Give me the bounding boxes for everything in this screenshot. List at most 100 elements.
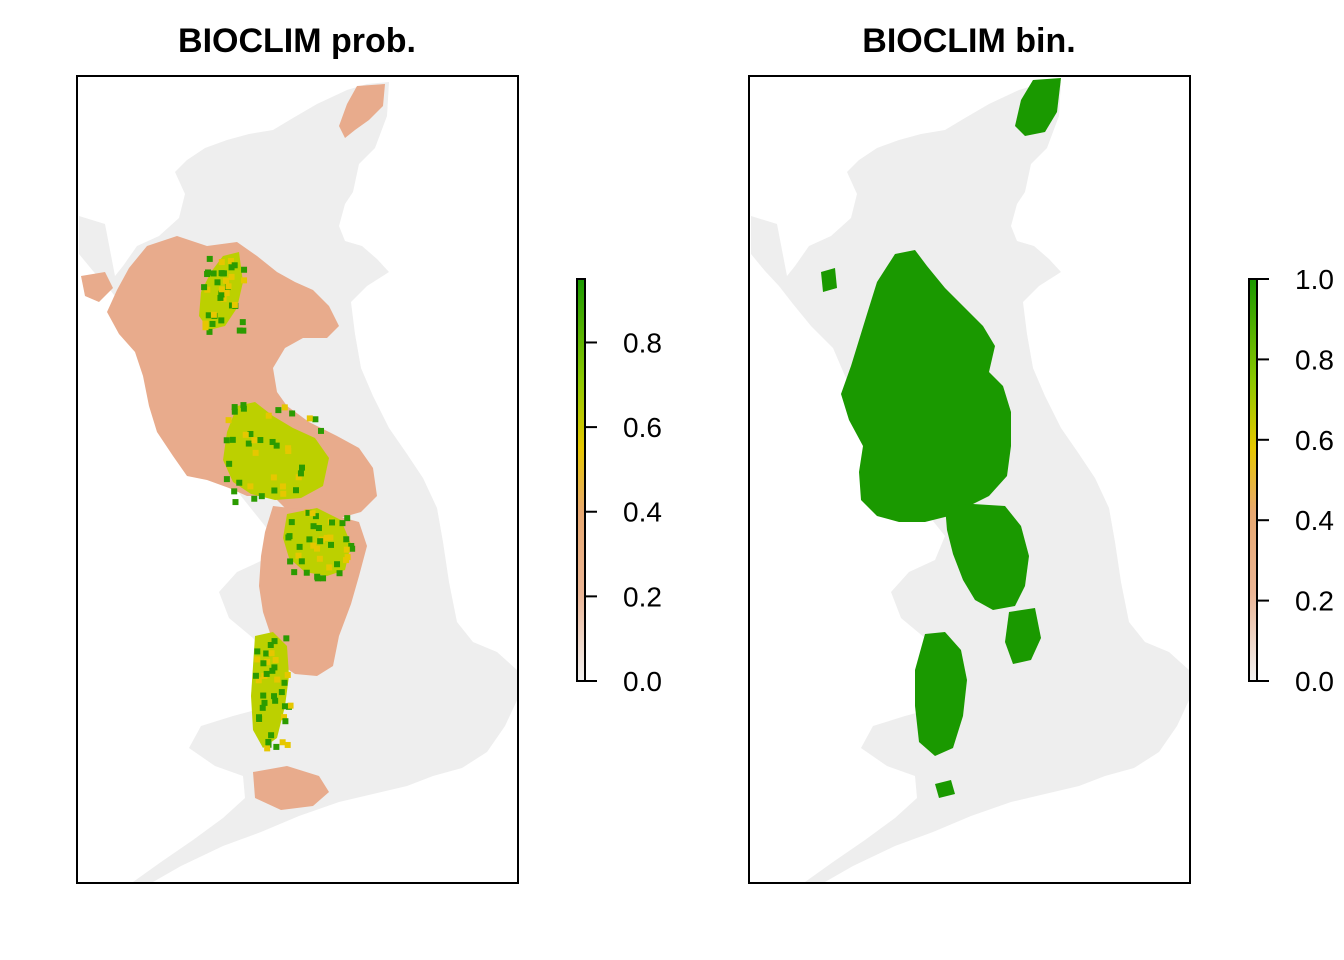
raster-cell xyxy=(252,672,259,679)
raster-cell xyxy=(326,564,333,571)
raster-cell xyxy=(327,534,334,541)
raster-cell xyxy=(271,664,278,671)
raster-cell xyxy=(256,714,263,721)
legend-tick-label: 0.4 xyxy=(1295,505,1334,536)
raster-cell xyxy=(261,699,268,706)
raster-cell xyxy=(247,483,254,490)
raster-cell xyxy=(285,534,292,541)
raster-cell xyxy=(298,464,305,471)
raster-cell xyxy=(232,499,239,506)
raster-cell xyxy=(271,487,278,494)
raster-cell xyxy=(272,697,279,704)
raster-cell xyxy=(281,404,288,411)
raster-cell xyxy=(231,408,238,415)
raster-cell xyxy=(254,648,261,655)
presence-area xyxy=(1005,608,1041,664)
legend-tick-label: 0.4 xyxy=(623,497,662,528)
legend-tick-label: 0.0 xyxy=(1295,666,1334,697)
raster-cell xyxy=(251,437,258,444)
raster-cell xyxy=(231,262,238,269)
presence-area xyxy=(1015,78,1061,136)
raster-cell xyxy=(231,488,238,495)
legend-tick-label: 0.6 xyxy=(1295,425,1334,456)
raster-cell xyxy=(315,525,322,532)
raster-cell xyxy=(339,520,346,527)
color-legend: 0.0 0.2 0.4 0.6 0.8 xyxy=(576,278,662,697)
raster-cell xyxy=(260,692,267,699)
raster-cell xyxy=(218,317,225,324)
raster-cell xyxy=(291,569,298,576)
raster-cell xyxy=(205,312,212,319)
raster-cell xyxy=(274,676,281,683)
legend-tick-label: 0.6 xyxy=(623,412,662,443)
raster-cell xyxy=(206,255,213,262)
raster-cell xyxy=(239,319,246,326)
raster-cell xyxy=(320,575,327,582)
raster-cell xyxy=(202,320,209,327)
raster-cell xyxy=(223,437,230,444)
legend-tick-label: 0.2 xyxy=(623,581,662,612)
raster-cell xyxy=(260,660,267,667)
raster-cell xyxy=(334,561,341,568)
raster-cell xyxy=(310,542,317,549)
raster-cell xyxy=(328,541,335,548)
raster-cell xyxy=(314,575,321,582)
raster-cell xyxy=(329,519,336,526)
legend-bar xyxy=(1248,278,1258,682)
raster-cell xyxy=(204,286,211,293)
legend-tick-label: 0.0 xyxy=(623,666,662,697)
raster-cell xyxy=(316,555,323,562)
raster-cell xyxy=(245,440,252,447)
presence-area xyxy=(841,250,1011,522)
raster-cell xyxy=(344,515,351,522)
raster-cell xyxy=(229,436,236,443)
raster-cell xyxy=(323,534,330,541)
raster-cell xyxy=(303,569,310,576)
raster-cell xyxy=(285,447,292,454)
raster-cell xyxy=(236,327,243,334)
map-raster xyxy=(79,82,518,882)
raster-cell xyxy=(210,311,217,318)
raster-cell xyxy=(296,543,303,550)
raster-cell xyxy=(318,427,325,434)
raster-cell xyxy=(225,417,232,424)
raster-cell xyxy=(289,410,296,417)
raster-cell xyxy=(223,290,230,297)
probability-zone xyxy=(81,272,113,302)
raster-cell xyxy=(263,650,270,657)
raster-cell xyxy=(228,273,235,280)
raster-cell xyxy=(309,510,316,517)
probability-zone xyxy=(339,84,385,138)
legend-tick-label: 1.0 xyxy=(1295,264,1334,295)
raster-cell xyxy=(283,635,290,642)
raster-cell xyxy=(265,739,272,746)
raster-cell xyxy=(218,286,225,293)
raster-cell xyxy=(295,552,302,559)
raster-cell xyxy=(305,509,312,516)
raster-cell xyxy=(264,658,271,665)
raster-cell xyxy=(201,284,208,291)
raster-cell xyxy=(281,679,288,686)
raster-cell xyxy=(240,327,247,334)
presence-area xyxy=(935,780,955,798)
raster-cell xyxy=(268,650,275,657)
raster-cell xyxy=(231,301,238,308)
raster-cell xyxy=(247,431,254,438)
raster-cell xyxy=(218,259,225,266)
color-legend: 0.0 0.2 0.4 0.6 0.8 1.0 xyxy=(1248,264,1334,697)
raster-cell xyxy=(231,404,238,411)
raster-cell xyxy=(267,641,274,648)
raster-cell xyxy=(265,412,272,419)
raster-cell xyxy=(292,487,299,494)
raster-cell xyxy=(257,437,264,444)
map-frame xyxy=(76,75,519,884)
raster-cell xyxy=(287,702,294,709)
raster-cell xyxy=(298,558,305,565)
raster-cell xyxy=(348,542,355,549)
legend-tick-label: 0.8 xyxy=(1295,344,1334,375)
presence-area xyxy=(821,268,837,292)
raster-cell xyxy=(271,638,278,645)
raster-cell xyxy=(288,519,295,526)
raster-cell xyxy=(218,290,225,297)
